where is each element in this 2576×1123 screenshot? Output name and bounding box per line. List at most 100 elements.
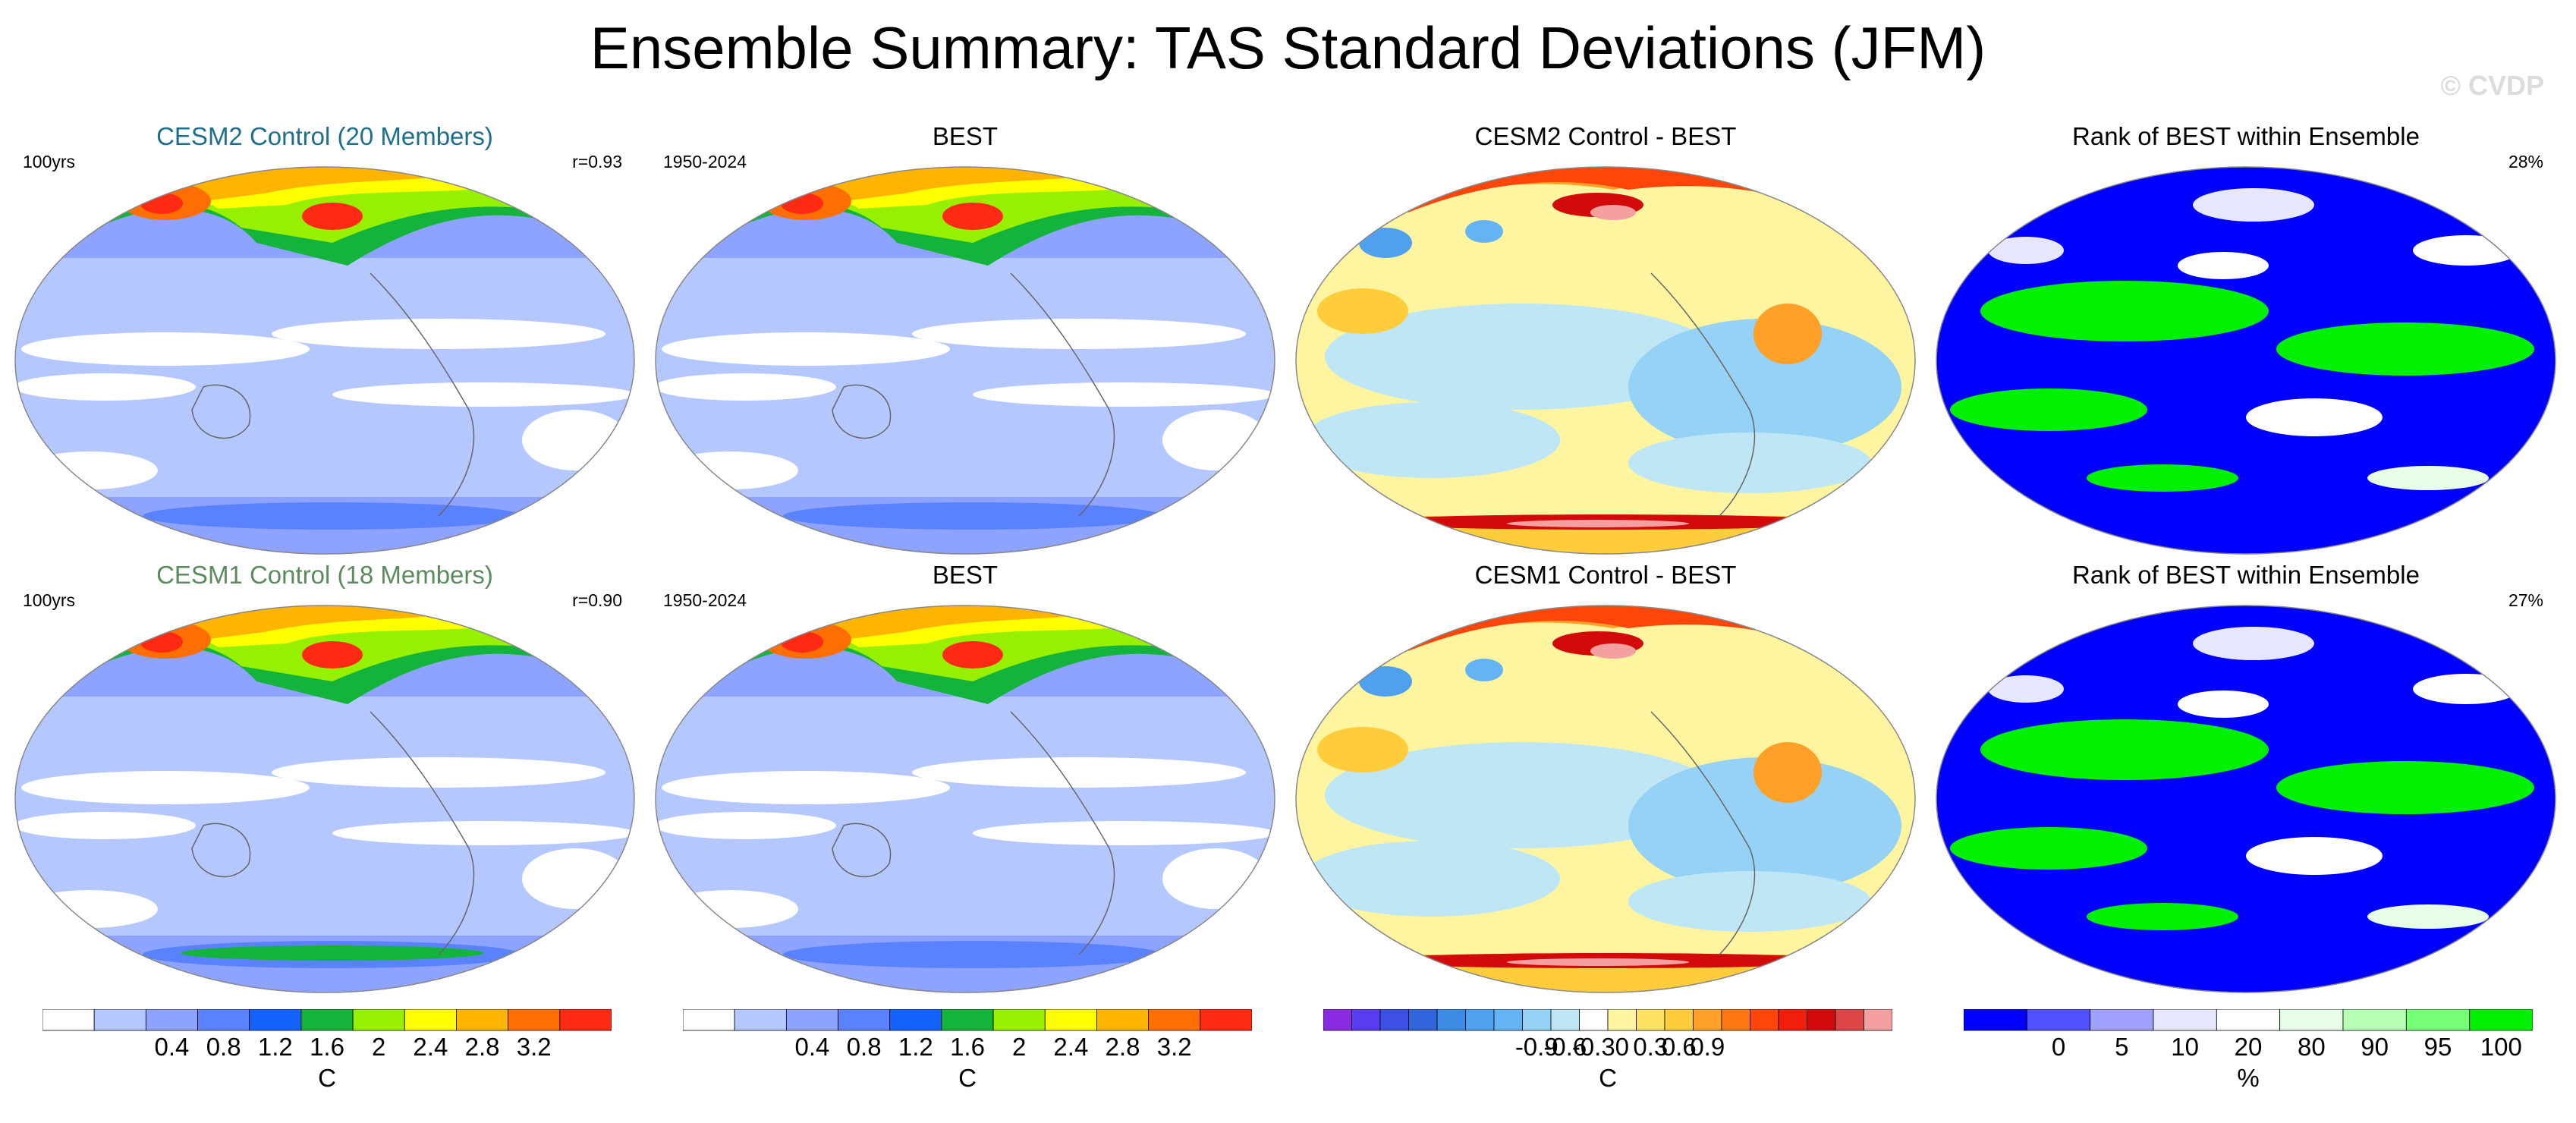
panel-title: CESM2 Control - BEST bbox=[1474, 122, 1737, 150]
colorbar-swatch bbox=[1493, 1009, 1523, 1031]
world-map-std bbox=[655, 605, 1275, 993]
panel-rank-cesm2: Rank of BEST within Ensemble 28% bbox=[1927, 121, 2565, 560]
colorbar-tick-label: 1.2 bbox=[258, 1033, 293, 1061]
colorbar-swatch bbox=[42, 1009, 95, 1031]
panel-best: BEST 1950-2024 bbox=[646, 121, 1284, 560]
figure-title: Ensemble Summary: TAS Standard Deviation… bbox=[590, 14, 1986, 81]
colorbar-tick-label: 20 bbox=[2235, 1033, 2263, 1061]
colorbar-swatch bbox=[2405, 1009, 2471, 1031]
colorbar-swatch bbox=[785, 1009, 838, 1031]
panel-title: Rank of BEST within Ensemble bbox=[2072, 561, 2420, 589]
colorbar-tick-label: 1.2 bbox=[898, 1033, 933, 1061]
panel-period-label: 1950-2024 bbox=[663, 590, 747, 610]
colorbar-swatch bbox=[93, 1009, 146, 1031]
panel-cesm1-minus-best: CESM1 Control - BEST bbox=[1287, 560, 1924, 999]
colorbar-tick-label: 5 bbox=[2115, 1033, 2128, 1061]
colorbar-swatch bbox=[1864, 1009, 1892, 1031]
world-map-std bbox=[655, 166, 1275, 555]
colorbar-swatch bbox=[404, 1009, 457, 1031]
colorbar-swatch bbox=[559, 1009, 612, 1031]
colorbar-tick-label: 2.8 bbox=[1106, 1033, 1140, 1061]
colorbar-swatch bbox=[1465, 1009, 1495, 1031]
colorbar-tick-label: 2.8 bbox=[465, 1033, 500, 1061]
colorbar-swatch bbox=[2279, 1009, 2344, 1031]
panel-period-label: 100yrs bbox=[23, 152, 76, 171]
panel-percent-label: 27% bbox=[2508, 590, 2543, 610]
colorbar-swatch bbox=[249, 1009, 302, 1031]
colorbar-unit: C bbox=[318, 1064, 336, 1092]
colorbar-swatch bbox=[2153, 1009, 2217, 1031]
colorbar-tick-label: 0.4 bbox=[795, 1033, 830, 1061]
colorbar-swatch bbox=[145, 1009, 198, 1031]
colorbar-tick-label: 0 bbox=[2052, 1033, 2065, 1061]
panel-title: CESM1 Control - BEST bbox=[1474, 561, 1737, 589]
colorbar-unit: C bbox=[958, 1064, 977, 1092]
colorbar-swatch bbox=[2342, 1009, 2407, 1031]
panel-best: BEST 1950-2024 bbox=[646, 560, 1284, 999]
world-map-std bbox=[14, 166, 635, 555]
colorbar-swatch bbox=[2216, 1009, 2281, 1031]
colorbar-swatch bbox=[1148, 1009, 1201, 1031]
colorbar-swatch bbox=[1579, 1009, 1609, 1031]
colorbar-swatch bbox=[1750, 1009, 1779, 1031]
colorbar-tick-label: 0.8 bbox=[847, 1033, 882, 1061]
colorbar-swatch bbox=[683, 1009, 735, 1031]
colorbar-swatch bbox=[508, 1009, 561, 1031]
colorbar-swatch bbox=[1636, 1009, 1665, 1031]
world-map-rank bbox=[1936, 166, 2556, 555]
world-map-std bbox=[14, 605, 635, 993]
colorbar-tick-label: 3.2 bbox=[1157, 1033, 1192, 1061]
colorbar-tick-label: 2 bbox=[372, 1033, 385, 1061]
colorbar-difference: -0.9 -0.6 -0.3 0 0.3 0.6 0.9 C bbox=[1323, 1009, 1892, 1123]
colorbar-tick-label: 2 bbox=[1012, 1033, 1026, 1061]
colorbar-tick-label: 0.6 bbox=[1662, 1033, 1697, 1061]
colorbar-swatch bbox=[352, 1009, 405, 1031]
colorbar-tick-label: 95 bbox=[2424, 1033, 2452, 1061]
colorbar-swatch bbox=[1664, 1009, 1694, 1031]
colorbar-tick-label: 100 bbox=[2480, 1033, 2522, 1061]
world-map-rank bbox=[1936, 605, 2556, 993]
colorbar-tick-label: 0.3 bbox=[1633, 1033, 1668, 1061]
colorbar-tick-label: 1.6 bbox=[950, 1033, 985, 1061]
colorbar-swatch bbox=[734, 1009, 787, 1031]
colorbar-swatch bbox=[1379, 1009, 1409, 1031]
colorbar-rank: 0 5 10 20 80 90 95 100 % bbox=[1964, 1009, 2533, 1123]
colorbar-swatch bbox=[1835, 1009, 1864, 1031]
colorbar-swatch bbox=[1522, 1009, 1552, 1031]
colorbar-tick-label: 0.8 bbox=[206, 1033, 241, 1061]
colorbar-tick-label: 0 bbox=[1615, 1033, 1629, 1061]
panel-period-label: 1950-2024 bbox=[663, 152, 747, 171]
colorbar-std-cesm: 0.4 0.8 1.2 1.6 2 2.4 2.8 3.2 C bbox=[42, 1009, 612, 1123]
panel-cesm1-control: CESM1 Control (18 Members) 100yrs r=0.90 bbox=[6, 560, 643, 999]
colorbar-unit: % bbox=[2237, 1064, 2260, 1092]
colorbar-tick-label: 10 bbox=[2171, 1033, 2199, 1061]
colorbar-tick-label: 3.2 bbox=[517, 1033, 552, 1061]
colorbar-tick-label: 80 bbox=[2298, 1033, 2326, 1061]
colorbar-swatch bbox=[2090, 1009, 2154, 1031]
colorbar-tick-label: -0.9 bbox=[1515, 1033, 1558, 1061]
colorbar-tick-label: 0.4 bbox=[155, 1033, 190, 1061]
colorbar-swatch bbox=[1096, 1009, 1150, 1031]
colorbar-tick-label: 90 bbox=[2361, 1033, 2389, 1061]
panel-rank-cesm1: Rank of BEST within Ensemble 27% bbox=[1927, 560, 2565, 999]
colorbar-swatch bbox=[1200, 1009, 1252, 1031]
colorbar-unit: C bbox=[1599, 1064, 1617, 1092]
colorbar-std-best: 0.4 0.8 1.2 1.6 2 2.4 2.8 3.2 C bbox=[683, 1009, 1252, 1123]
colorbar-swatch bbox=[1721, 1009, 1750, 1031]
panel-period-label: 100yrs bbox=[23, 590, 76, 610]
panel-correlation-label: r=0.90 bbox=[572, 590, 622, 610]
colorbar-tick-label: 2.4 bbox=[413, 1033, 448, 1061]
colorbar-swatch bbox=[1044, 1009, 1097, 1031]
panel-correlation-label: r=0.93 bbox=[572, 152, 622, 171]
colorbar-swatch bbox=[1964, 1009, 2027, 1031]
panel-cesm2-control: CESM2 Control (20 Members) 100yrs r=0.93 bbox=[6, 121, 643, 560]
panel-title: CESM2 Control (20 Members) bbox=[156, 122, 493, 150]
panel-title: BEST bbox=[932, 122, 999, 150]
colorbar-tick-label: 2.4 bbox=[1053, 1033, 1088, 1061]
colorbar-swatch bbox=[992, 1009, 1046, 1031]
colorbar-swatch bbox=[1323, 1009, 1352, 1031]
colorbar-swatch bbox=[1408, 1009, 1438, 1031]
colorbar-swatch bbox=[1693, 1009, 1722, 1031]
colorbar-swatch bbox=[838, 1009, 891, 1031]
colorbar-swatch bbox=[1807, 1009, 1836, 1031]
